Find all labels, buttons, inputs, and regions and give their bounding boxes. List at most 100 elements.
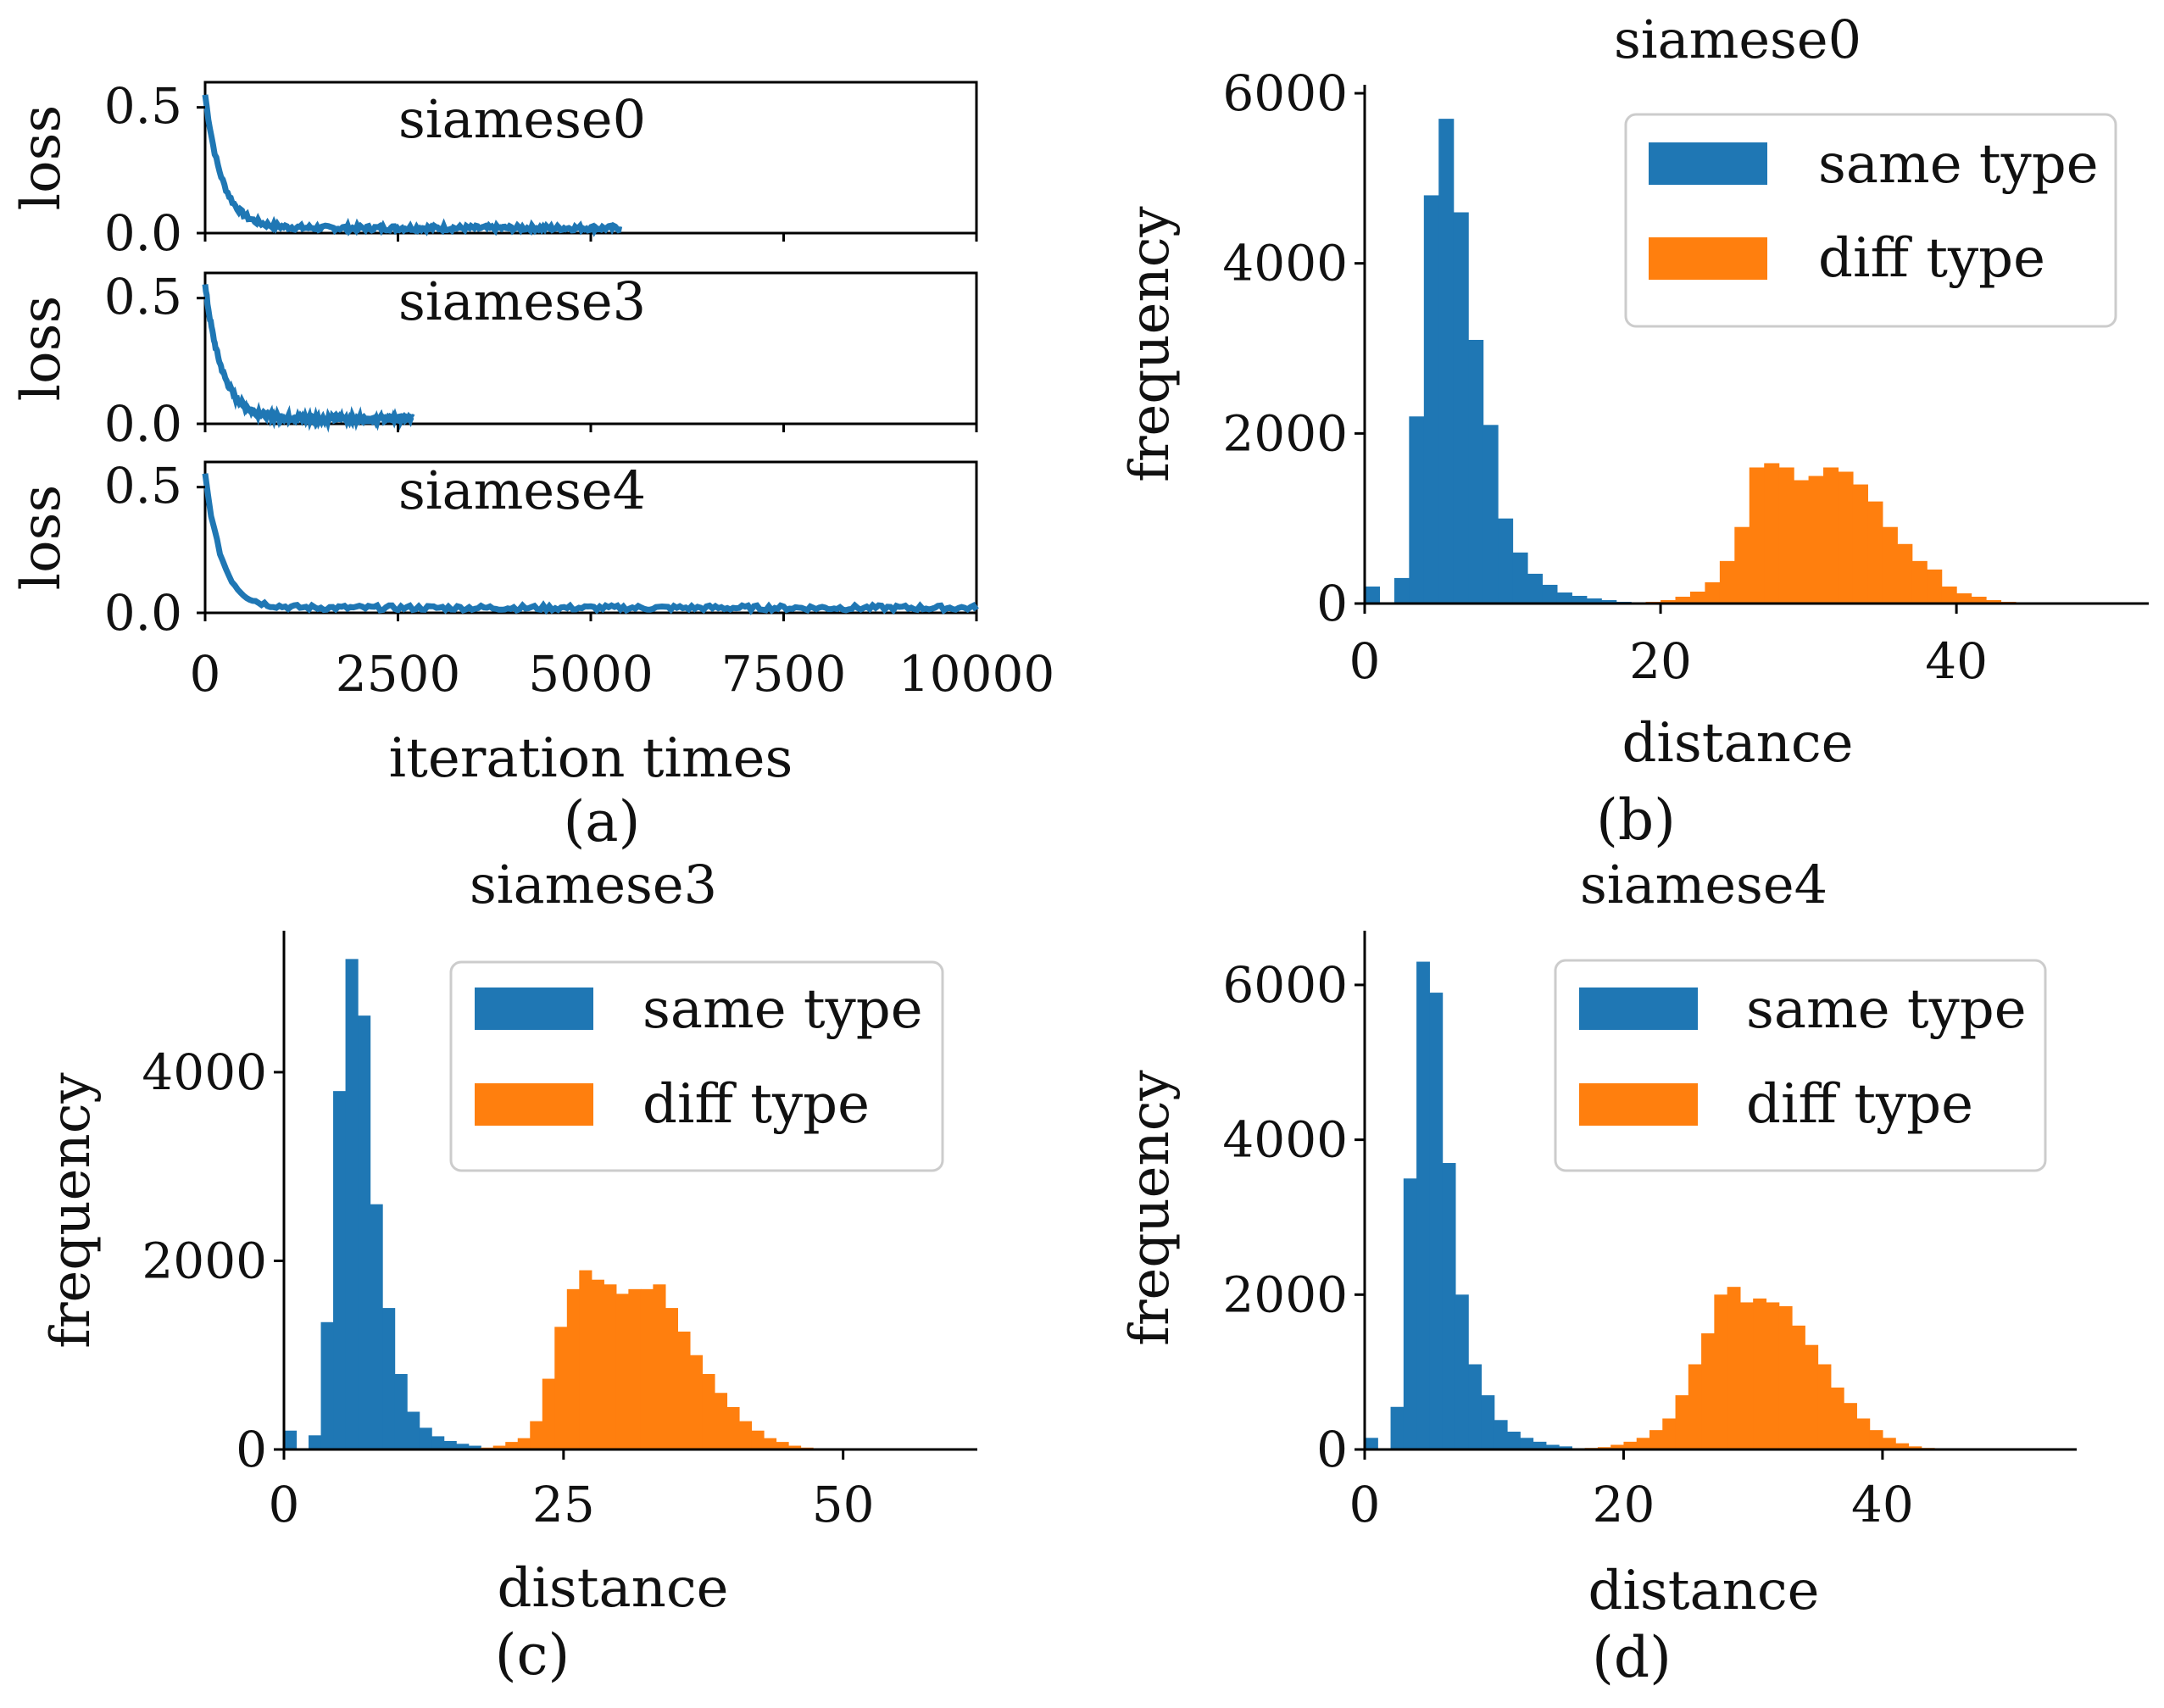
panel-d: 0 20 40 0 2000 4000 6000 siamese4 distance fre… bbox=[1119, 854, 2077, 1690]
diff-type-bar bbox=[788, 1445, 802, 1449]
diff-type-bar bbox=[1908, 1446, 1922, 1449]
same-type-bar bbox=[382, 1308, 396, 1449]
diff-type-bar bbox=[505, 1442, 519, 1449]
xtick-label: 0 bbox=[1349, 632, 1381, 690]
diff-type-bar bbox=[1808, 476, 1824, 604]
diff-type-bar bbox=[1675, 1395, 1689, 1449]
diff-type-bar bbox=[1764, 463, 1780, 604]
diff-type-bar bbox=[1805, 1344, 1819, 1449]
same-type-bar bbox=[1409, 416, 1425, 604]
diff-type-bar bbox=[579, 1270, 592, 1449]
diff-type-bar bbox=[530, 1421, 543, 1449]
diff-type-bar bbox=[1792, 1325, 1805, 1449]
loss-curve-siamese0 bbox=[202, 94, 623, 237]
diff-type-bar bbox=[628, 1288, 642, 1449]
histogram-bars bbox=[1365, 961, 1987, 1449]
loss-xtick-label: 2500 bbox=[336, 645, 461, 703]
loss-subplot-siamese4: siamese4 0.5 0.0 loss bbox=[10, 457, 979, 642]
diff-type-bar bbox=[1610, 1444, 1625, 1449]
ytick-label: 2000 bbox=[1222, 1266, 1348, 1323]
same-type-bar bbox=[1394, 577, 1410, 604]
loss-xtick-label: 5000 bbox=[528, 645, 654, 703]
xtick-label: 20 bbox=[1593, 1476, 1655, 1533]
diff-type-bar bbox=[554, 1327, 568, 1449]
histogram-ylabel: frequency bbox=[1119, 206, 1182, 481]
diff-type-bar bbox=[1719, 560, 1735, 604]
diff-type-bar bbox=[492, 1445, 506, 1449]
diff-type-bar bbox=[1649, 1430, 1663, 1449]
histogram-xlabel: distance bbox=[1622, 712, 1853, 775]
diff-type-bar bbox=[1688, 1364, 1702, 1449]
diff-type-bar bbox=[1727, 1287, 1741, 1449]
xtick-label: 50 bbox=[812, 1476, 875, 1533]
loss-title-siamese0: siamese0 bbox=[398, 88, 646, 150]
same-type-bar bbox=[284, 1430, 298, 1449]
legend-swatch-same-type bbox=[1579, 988, 1698, 1030]
same-type-bar bbox=[1507, 1431, 1521, 1449]
loss-xtick-label: 7500 bbox=[721, 645, 847, 703]
diff-type-bar bbox=[1794, 480, 1810, 604]
histogram-ticks: 0 25 50 0 2000 4000 bbox=[142, 1043, 874, 1533]
loss-title-siamese3: siamese3 bbox=[398, 270, 646, 332]
diff-type-bar bbox=[776, 1442, 789, 1449]
diff-type-bar bbox=[615, 1294, 629, 1449]
loss-ylabel: loss bbox=[10, 105, 73, 211]
same-type-bar bbox=[1572, 595, 1588, 604]
same-type-bar bbox=[1468, 339, 1484, 604]
diff-type-bar bbox=[1941, 586, 1957, 604]
diff-type-bar bbox=[1661, 599, 1677, 604]
same-type-bar bbox=[1483, 425, 1499, 604]
loss-xtick-label: 0 bbox=[190, 645, 221, 703]
diff-type-bar bbox=[1689, 591, 1706, 604]
diff-type-bar bbox=[566, 1288, 580, 1449]
same-type-bar bbox=[358, 1015, 371, 1449]
histogram-bars bbox=[1365, 119, 2106, 604]
diff-type-bar bbox=[751, 1430, 765, 1449]
diff-type-bar bbox=[1675, 596, 1691, 604]
diff-type-bar bbox=[702, 1373, 715, 1449]
diff-type-bar bbox=[1662, 1418, 1677, 1449]
legend-label-same-type: same type bbox=[1746, 978, 2027, 1041]
panel-label-c: (c) bbox=[495, 1622, 570, 1688]
diff-type-bar bbox=[1844, 1403, 1857, 1449]
same-type-bar bbox=[333, 1091, 347, 1449]
legend-swatch-same-type bbox=[1649, 142, 1767, 185]
diff-type-bar bbox=[1830, 1387, 1844, 1449]
same-type-bar bbox=[1512, 552, 1528, 604]
histogram-title: siamese0 bbox=[1614, 8, 1861, 70]
legend-label-same-type: same type bbox=[1818, 133, 2099, 196]
legend-swatch-same-type bbox=[475, 988, 593, 1030]
loss-curve-siamese4 bbox=[202, 473, 979, 615]
diff-type-bar bbox=[1911, 560, 1928, 604]
xtick-label: 0 bbox=[269, 1476, 300, 1533]
diff-type-bar bbox=[1895, 1443, 1910, 1449]
xtick-label: 0 bbox=[1349, 1476, 1381, 1533]
same-type-bar bbox=[456, 1444, 470, 1449]
panel-label-b: (b) bbox=[1596, 787, 1676, 853]
ytick-label: 4000 bbox=[1222, 235, 1348, 292]
ytick-label: 4000 bbox=[142, 1043, 267, 1101]
same-type-bar bbox=[1429, 993, 1444, 1449]
histogram-axes bbox=[1363, 85, 2149, 605]
loss-subplot-siamese0: siamese0 0.5 0.0 loss bbox=[10, 77, 978, 262]
ytick-label: 0 bbox=[236, 1421, 267, 1478]
diff-type-bar bbox=[665, 1308, 679, 1449]
same-type-bar bbox=[320, 1321, 334, 1449]
same-type-bar bbox=[1423, 195, 1439, 604]
histogram-title: siamese4 bbox=[1580, 854, 1827, 915]
loss-ylabel: loss bbox=[10, 485, 73, 591]
histogram-ticks: 0 20 40 0 2000 4000 6000 bbox=[1222, 956, 1913, 1533]
diff-type-bar bbox=[1739, 1302, 1754, 1449]
legend-swatch-diff-type bbox=[1579, 1083, 1698, 1126]
histogram-title: siamese3 bbox=[470, 854, 717, 915]
diff-type-bar bbox=[1778, 467, 1794, 604]
same-type-bar bbox=[431, 1436, 445, 1449]
same-type-bar bbox=[1365, 1438, 1378, 1449]
same-type-bar bbox=[1586, 598, 1602, 604]
diff-type-bar bbox=[591, 1279, 604, 1449]
same-type-bar bbox=[1520, 1438, 1534, 1449]
ytick-label: 2000 bbox=[1222, 404, 1348, 462]
loss-title-siamese4: siamese4 bbox=[398, 459, 646, 521]
same-type-bar bbox=[1545, 1444, 1560, 1449]
